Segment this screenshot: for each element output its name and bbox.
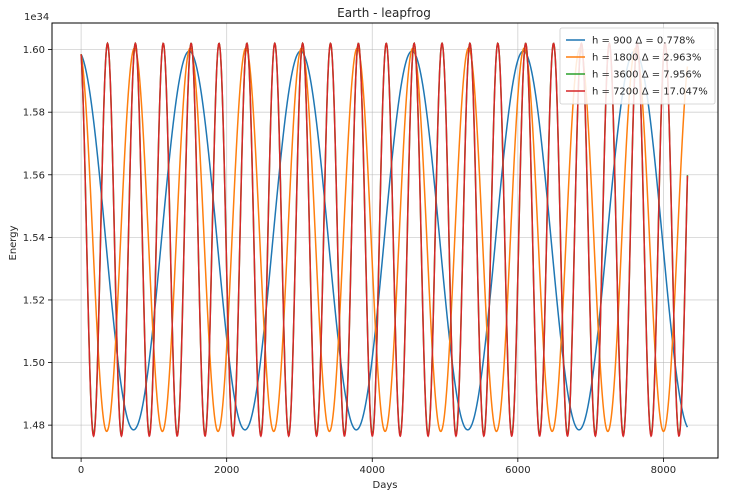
y-tick-label: 1.56 bbox=[23, 170, 45, 181]
series-line-4 bbox=[80, 41, 689, 438]
y-offset-label: 1e34 bbox=[24, 12, 49, 23]
legend-label: h = 3600 Δ = 7.956% bbox=[592, 70, 701, 81]
y-tick-label: 1.54 bbox=[23, 233, 45, 244]
x-tick-label: 0 bbox=[78, 465, 84, 476]
axes-frame bbox=[51, 22, 719, 459]
x-axis-label: Days bbox=[373, 480, 398, 491]
legend-box bbox=[559, 27, 716, 105]
legend-label: h = 1800 Δ = 2.963% bbox=[592, 53, 701, 64]
y-tick-label: 1.60 bbox=[23, 45, 45, 56]
x-tick-label: 4000 bbox=[360, 465, 385, 476]
x-tick-label: 8000 bbox=[651, 465, 676, 476]
legend-label: h = 900 Δ = 0.778% bbox=[592, 36, 695, 47]
legend-label: h = 7200 Δ = 17.047% bbox=[592, 87, 708, 98]
y-tick-label: 1.50 bbox=[23, 358, 45, 369]
y-tick-label: 1.52 bbox=[23, 295, 45, 306]
series-line-1 bbox=[80, 50, 689, 431]
x-tick-label: 2000 bbox=[214, 465, 239, 476]
y-axis-label: Energy bbox=[8, 225, 19, 260]
axis-ticks: 0 2000 4000 6000 8000 1.48 1.50 1.52 1.54 1.56 1.5… bbox=[23, 45, 676, 476]
y-tick-label: 1.58 bbox=[23, 108, 45, 119]
chart-title: Earth - leapfrog bbox=[337, 6, 431, 20]
x-tick-label: 6000 bbox=[505, 465, 530, 476]
legend: h = 900 Δ = 0.778% h = 1800 Δ = 2.963% h =… bbox=[559, 27, 716, 105]
y-tick-label: 1.48 bbox=[23, 421, 45, 432]
